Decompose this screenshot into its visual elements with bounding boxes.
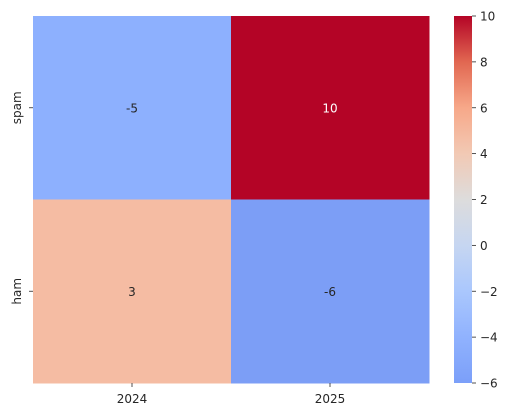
colorbar-tick-label: 4	[480, 147, 488, 161]
colorbar: −6 −4 −2 0 2 4 6 8 10	[454, 10, 498, 391]
colorbar-tick-label: 6	[480, 101, 488, 115]
x-axis: 2024 2025	[117, 383, 346, 406]
colorbar-tick-label: −4	[480, 331, 498, 345]
heatmap-cells: -5 10 3 -6	[33, 16, 430, 384]
colorbar-tick-label: 2	[480, 193, 488, 207]
cell-annotation: 10	[322, 101, 337, 115]
heatmap-cell	[33, 16, 232, 200]
x-tick-label: 2024	[117, 392, 148, 406]
y-tick-label: spam	[10, 91, 24, 124]
x-tick-label: 2025	[315, 392, 346, 406]
heatmap-cell	[33, 199, 232, 384]
cell-annotation: -6	[324, 285, 336, 299]
y-axis: spam ham	[10, 91, 33, 305]
colorbar-tick-label: −6	[480, 377, 498, 391]
colorbar-tick-label: 8	[480, 55, 488, 69]
colorbar-tick-label: 10	[480, 10, 495, 24]
cell-annotation: 3	[128, 285, 136, 299]
heatmap-cell	[231, 199, 430, 384]
cell-annotation: -5	[126, 101, 138, 115]
colorbar-tick-label: −2	[480, 285, 498, 299]
colorbar-gradient	[454, 16, 472, 383]
heatmap-cell	[231, 16, 430, 200]
colorbar-tick-label: 0	[480, 239, 488, 253]
y-tick-label: ham	[10, 278, 24, 305]
